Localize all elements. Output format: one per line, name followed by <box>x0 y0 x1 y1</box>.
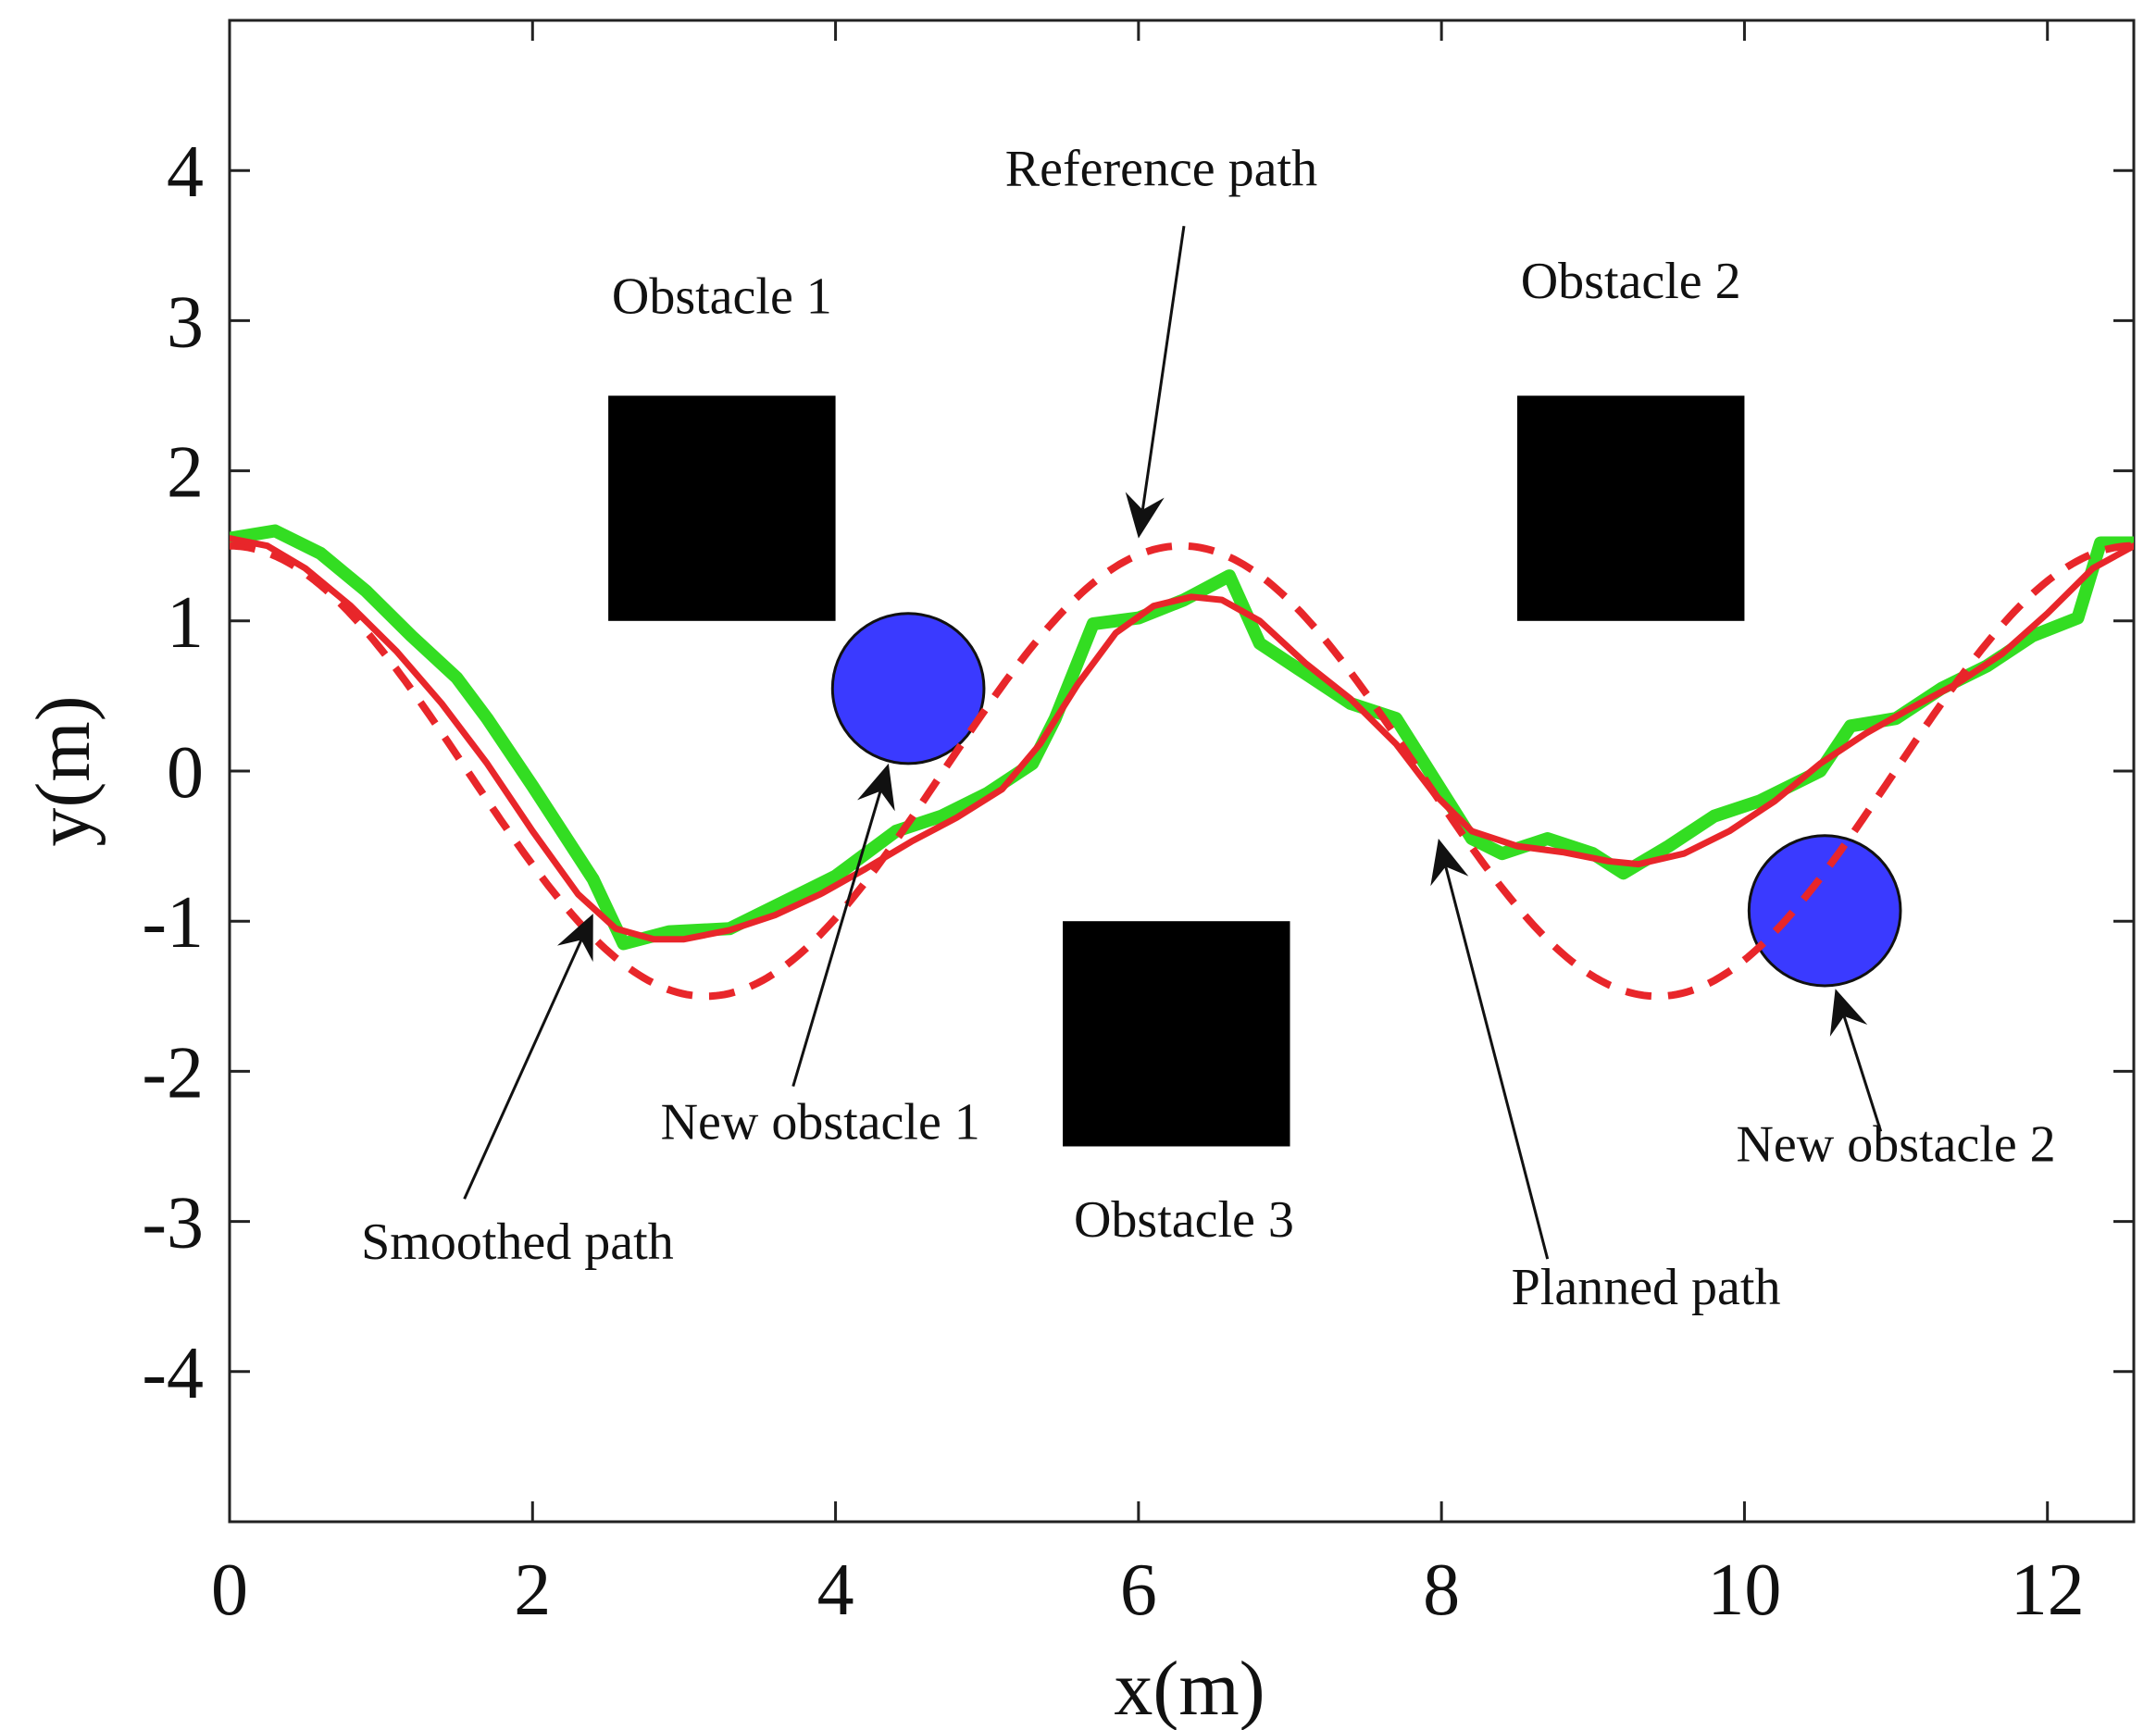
new-obstacle-1-circle <box>830 612 986 765</box>
obstacle-3-square <box>1063 921 1290 1147</box>
ann-obstacle1-label: Obstacle 1 <box>612 268 832 325</box>
y-tick-label: 4 <box>167 131 204 213</box>
ann-reference-arrow-line <box>1140 225 1186 510</box>
ann-new1-label: New obstacle 1 <box>661 1093 980 1151</box>
ann-obstacle2-label: Obstacle 2 <box>1521 253 1741 310</box>
ann-new2-label: New obstacle 2 <box>1736 1116 2055 1174</box>
ann-smoothed-arrow-head <box>556 914 593 963</box>
obstacle-1-square <box>608 395 836 621</box>
ann-new1-arrow-line <box>791 790 882 1088</box>
ann-new2-arrow-head <box>1829 989 1868 1037</box>
x-tick-label: 10 <box>1707 1550 1781 1631</box>
ann-reference-label: Reference path <box>1005 140 1317 197</box>
ann-planned-arrow-line <box>1444 865 1550 1260</box>
series-layer <box>230 524 2134 1001</box>
x-tick-label: 0 <box>211 1550 248 1631</box>
x-tick-label: 6 <box>1120 1550 1157 1631</box>
reference-path-line <box>230 541 2134 1001</box>
obstacle-2-square <box>1516 395 1745 621</box>
x-tick-label: 4 <box>817 1550 854 1631</box>
y-tick-label: -4 <box>142 1333 204 1414</box>
x-axis-title: x(m) <box>1114 1646 1265 1730</box>
y-tick-label: 3 <box>167 281 204 363</box>
y-tick-label: -2 <box>142 1032 204 1114</box>
ann-planned-arrow-head <box>1430 838 1469 887</box>
ann-obstacle3-label: Obstacle 3 <box>1074 1191 1294 1249</box>
y-tick-label: -3 <box>142 1183 204 1264</box>
y-tick-label: 1 <box>167 582 204 664</box>
ann-new1-arrow-head <box>857 763 895 812</box>
ann-smoothed-arrow-line <box>463 939 583 1200</box>
ann-reference-arrow-head <box>1125 492 1165 539</box>
y-tick-label: 0 <box>167 732 204 814</box>
new-obstacle-2-circle <box>1747 834 1902 988</box>
x-tick-label: 12 <box>2011 1550 2085 1631</box>
y-tick-label: -1 <box>142 882 204 964</box>
obstacles-layer <box>608 395 1902 1147</box>
planned-path-line <box>230 524 2134 951</box>
x-tick-label: 8 <box>1423 1550 1460 1631</box>
y-axis-title: y(m) <box>20 695 106 846</box>
ann-smoothed-label: Smoothed path <box>361 1213 674 1271</box>
x-tick-label: 2 <box>514 1550 551 1631</box>
y-tick-label: 2 <box>167 432 204 514</box>
annotations-layer: Reference path Obstacle 1 Obstacle 2 Obstac… <box>361 140 2056 1315</box>
ann-planned-label: Planned path <box>1512 1259 1781 1316</box>
smoothed-path-line <box>230 535 2134 943</box>
ann-new2-arrow-line <box>1842 1015 1883 1132</box>
